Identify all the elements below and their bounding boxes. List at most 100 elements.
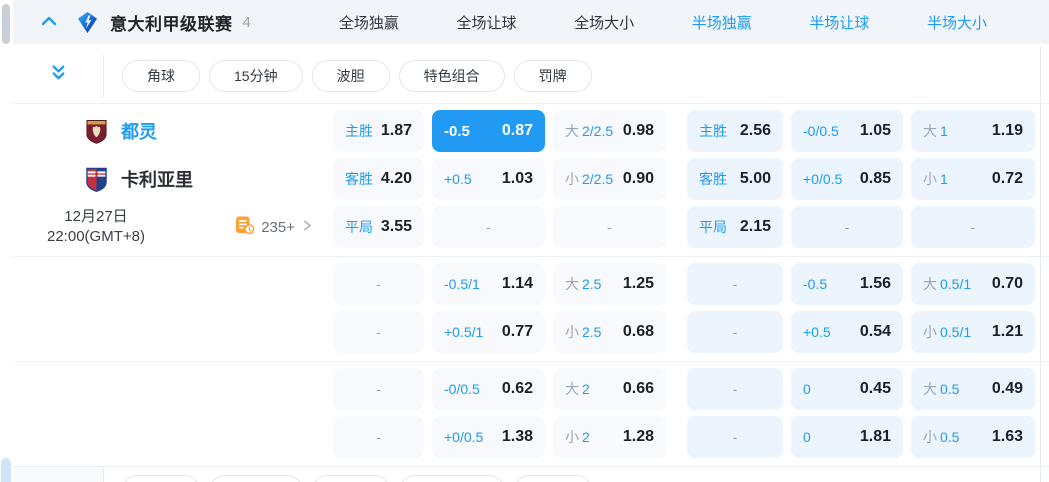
odds-cell[interactable]: +0.5 1.03 (432, 158, 545, 200)
scrollbar-thumb[interactable] (2, 4, 10, 44)
filter-chip[interactable]: 罚牌 (513, 59, 592, 92)
odds-cell-empty: - (333, 311, 424, 353)
next-match-section-cutoff: 角球 15分钟 波胆 特色组合 罚牌 (13, 467, 1049, 482)
odds-cell[interactable]: 小 0.5/1 1.21 (911, 311, 1035, 353)
filter-chip[interactable]: 角球 (122, 475, 200, 482)
odds-cell-empty: - (333, 416, 424, 458)
more-markets-button[interactable]: 235+ (235, 215, 313, 239)
odds-value: 0.72 (991, 170, 1023, 187)
odds-cell[interactable]: 小 2 1.28 (553, 416, 666, 458)
home-team-row[interactable]: 都灵 (13, 110, 333, 152)
odds-cell-empty: - (553, 206, 666, 248)
left-spacer (13, 368, 333, 458)
odds-label: 大 0.5/1 (923, 276, 972, 292)
away-team-row[interactable]: 卡利亚里 (13, 158, 333, 200)
odds-label: -0/0.5 (444, 381, 480, 397)
odds-row: - -0.5/1 1.14 大 2.5 1.25 - -0.5 1.56 大 0.5/1 0.70 (333, 263, 1049, 305)
odds-group-fulltime: 都灵 卡利亚里 (13, 104, 1049, 257)
odds-cell[interactable]: 大 1 1.19 (911, 110, 1035, 152)
nav-item-3[interactable]: 全场大小 (574, 14, 635, 32)
odds-value: 0.54 (859, 323, 891, 340)
odds-cell[interactable]: -0/0.5 0.62 (432, 368, 545, 410)
nav-item-6[interactable]: 半场大小 (926, 14, 987, 32)
odds-cell[interactable]: 0 0.45 (791, 368, 903, 410)
filter-chip[interactable]: 角球 (122, 59, 200, 92)
odds-cell[interactable]: -0.5/1 1.14 (432, 263, 545, 305)
odds-cell[interactable]: 小 1 0.72 (911, 158, 1035, 200)
chevron-up-icon (41, 13, 57, 31)
filter-chip[interactable]: 罚牌 (513, 475, 592, 482)
odds-cell[interactable]: 主胜 2.56 (687, 110, 783, 152)
torino-crest-icon (85, 119, 108, 144)
home-team-name: 都灵 (121, 122, 157, 142)
odds-cell-empty: - (333, 368, 424, 410)
odds-cell[interactable]: -0/0.5 1.05 (791, 110, 903, 152)
odds-label: 主胜 (345, 123, 373, 139)
odds-label: 客胜 (345, 171, 373, 187)
odds-label: 平局 (345, 219, 373, 235)
odds-cell-selected[interactable]: -0.5 0.87 (432, 110, 545, 152)
odds-label: 主胜 (699, 123, 727, 139)
odds-cell[interactable]: +0.5 0.54 (791, 311, 903, 353)
odds-label: 0 (803, 429, 811, 445)
odds-label: 小 0.5 (923, 429, 960, 445)
odds-cell[interactable]: 大 2/2.5 0.98 (553, 110, 666, 152)
odds-row: - +0.5/1 0.77 小 2.5 0.68 - +0.5 0.54 小 0.5/1 1.21 (333, 311, 1049, 353)
collapse-button[interactable] (37, 9, 61, 35)
odds-cell[interactable]: 大 0.5/1 0.70 (911, 263, 1035, 305)
odds-cell[interactable]: 大 0.5 0.49 (911, 368, 1035, 410)
scrollbar-bottom-accent (1, 458, 11, 482)
odds-value: 0.45 (859, 380, 891, 397)
odds-value: 0.68 (622, 323, 654, 340)
odds-row: 客胜 4.20 +0.5 1.03 小 2/2.5 0.90 客胜 5.00 +0/0.5 0.85… (333, 158, 1049, 200)
odds-cell[interactable]: 客胜 4.20 (333, 158, 424, 200)
odds-value: 1.19 (991, 122, 1023, 139)
nav-item-2[interactable]: 全场让球 (456, 14, 517, 32)
filter-chip[interactable]: 15分钟 (209, 475, 303, 482)
odds-cell[interactable]: 客胜 5.00 (687, 158, 783, 200)
odds-cell[interactable]: 大 2 0.66 (553, 368, 666, 410)
odds-cell-empty: - (687, 368, 783, 410)
nav-item-1[interactable]: 全场独赢 (338, 14, 399, 32)
odds-value: 1.63 (991, 428, 1023, 445)
odds-cell[interactable]: 平局 3.55 (333, 206, 424, 248)
odds-cell[interactable]: 小 2/2.5 0.90 (553, 158, 666, 200)
odds-cell[interactable]: 平局 2.15 (687, 206, 783, 248)
filter-chip[interactable]: 特色组合 (398, 59, 505, 92)
filter-chip[interactable]: 15分钟 (209, 59, 303, 92)
odds-label: 客胜 (699, 171, 727, 187)
odds-cell[interactable]: +0.5/1 0.77 (432, 311, 545, 353)
odds-cell-empty: - (432, 206, 545, 248)
odds-cell[interactable]: +0/0.5 0.85 (791, 158, 903, 200)
match-date-row: 12月27日 22:00(GMT+8) (13, 206, 333, 248)
odds-cell[interactable]: 小 2.5 0.68 (553, 311, 666, 353)
odds-cell-empty: - (911, 206, 1035, 248)
odds-cell[interactable]: 大 2.5 1.25 (553, 263, 666, 305)
nav-item-4[interactable]: 半场独赢 (691, 14, 752, 32)
league-header: 意大利甲级联赛 4 全场独赢 全场让球 全场大小 半场独赢 半场让球 半场大小 (13, 0, 1049, 44)
odds-value: 0.85 (859, 170, 891, 187)
match-time: 22:00(GMT+8) (47, 228, 145, 245)
odds-rows-group-2: - -0.5/1 1.14 大 2.5 1.25- -0.5 1.56 大 0.5/1 0.70- +… (333, 263, 1049, 353)
more-markets-count: 235+ (261, 218, 295, 236)
odds-value: 1.14 (501, 275, 533, 292)
filter-chip[interactable]: 波胆 (311, 475, 390, 482)
odds-cell[interactable]: 小 0.5 1.63 (911, 416, 1035, 458)
odds-value: 1.28 (622, 428, 654, 445)
odds-value: 0.70 (991, 275, 1023, 292)
nav-item-5[interactable]: 半场让球 (809, 14, 870, 32)
expand-markets-button[interactable] (13, 64, 103, 88)
odds-label: +0/0.5 (444, 429, 484, 445)
odds-label: 小 0.5/1 (923, 324, 972, 340)
filter-chip[interactable]: 特色组合 (398, 475, 505, 482)
odds-cell[interactable]: 主胜 1.87 (333, 110, 424, 152)
left-scrollbar[interactable] (0, 0, 13, 482)
odds-cell[interactable]: +0/0.5 1.38 (432, 416, 545, 458)
filter-chip[interactable]: 波胆 (311, 59, 390, 92)
odds-cell-empty: - (333, 263, 424, 305)
odds-cell[interactable]: -0.5 1.56 (791, 263, 903, 305)
odds-cell[interactable]: 0 1.81 (791, 416, 903, 458)
odds-cell-empty: - (687, 416, 783, 458)
